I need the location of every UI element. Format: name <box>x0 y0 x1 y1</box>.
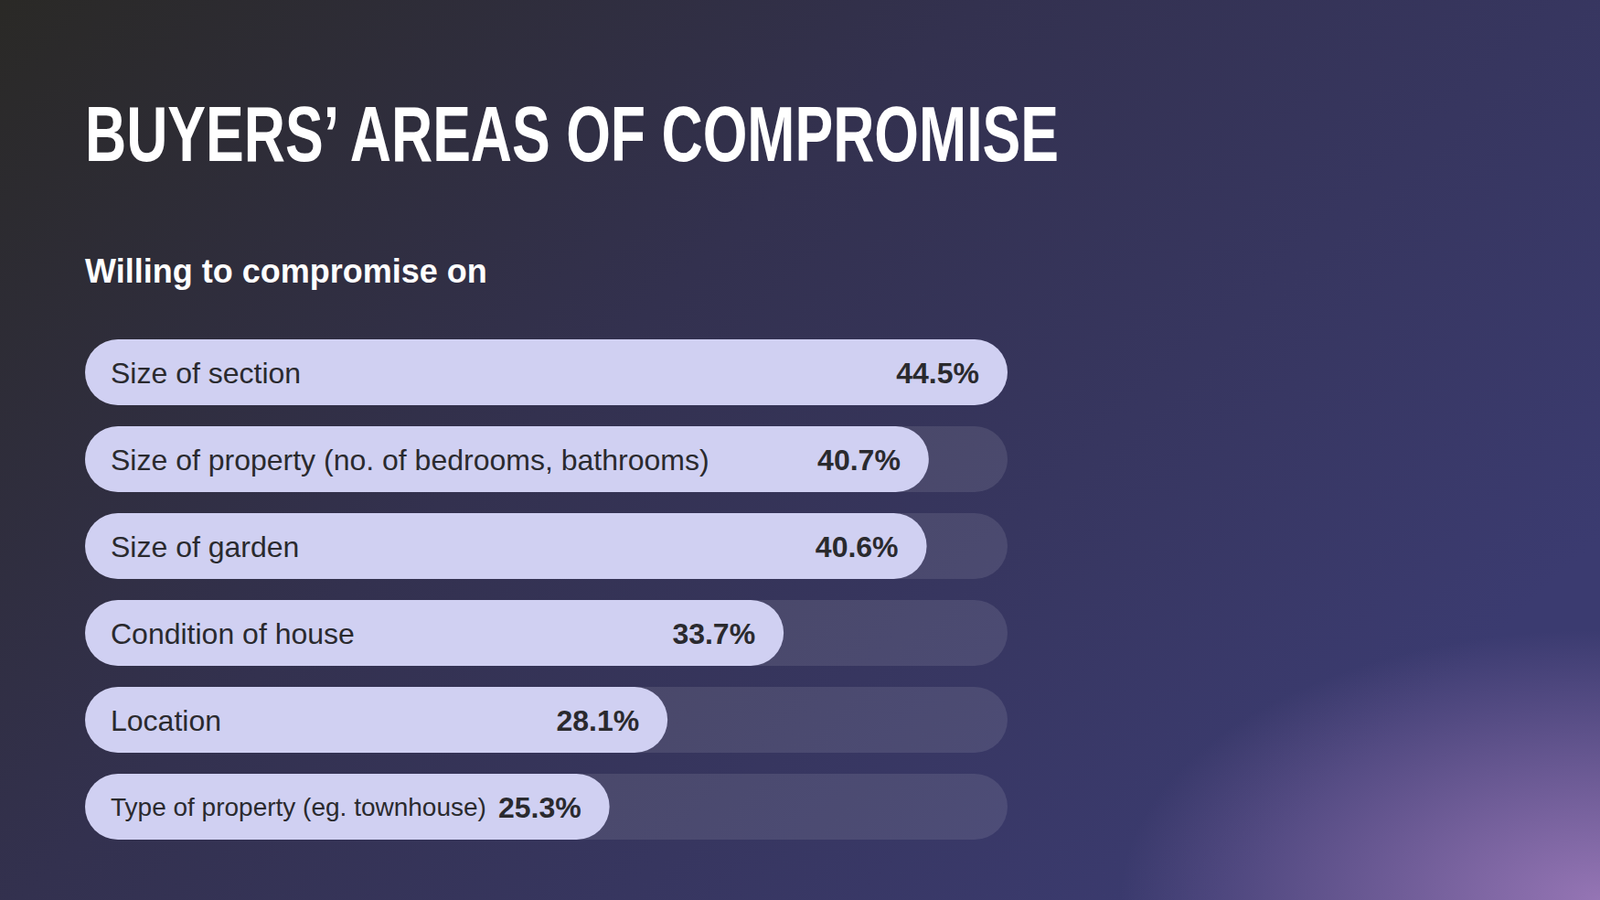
background <box>0 0 1600 900</box>
bar <box>85 686 668 753</box>
category-label: Type of property (eg. townhouse) <box>110 792 487 822</box>
data-label: 28.1% <box>555 704 640 737</box>
track <box>85 686 1008 753</box>
bar <box>85 426 929 492</box>
background-glow <box>0 0 1600 900</box>
category-label: Size of garden <box>110 530 299 564</box>
data-label: 40.7% <box>817 443 901 477</box>
bar <box>85 773 610 840</box>
data-label: 25.3% <box>498 790 582 824</box>
category-label: Size of section <box>110 356 301 390</box>
tracks <box>85 339 1008 840</box>
bar <box>85 512 928 579</box>
subtitle: Willing to compromise on <box>85 252 488 290</box>
data-label: 33.7% <box>672 617 756 651</box>
category-label: Location <box>110 704 222 737</box>
title: BUYERS’ AREAS OF COMPROMISE <box>85 89 1059 178</box>
bar <box>85 339 1008 406</box>
category-label: Size of property (no. of bedrooms, bathr… <box>110 443 710 477</box>
track <box>85 599 1008 666</box>
data-label: 40.6% <box>815 530 899 564</box>
labels: 44.5% Size of section 40.7% Size of propert… <box>110 356 980 824</box>
category-label: Condition of house <box>110 617 355 651</box>
track <box>85 512 1008 579</box>
bar <box>85 599 784 666</box>
chart: BUYERS’ AREAS OF COMPROMISE Willing to co… <box>0 0 1600 900</box>
data-label: 44.5% <box>896 356 980 390</box>
track <box>85 339 1008 406</box>
bars <box>85 339 1008 840</box>
track <box>85 426 1008 492</box>
track <box>85 773 1008 840</box>
